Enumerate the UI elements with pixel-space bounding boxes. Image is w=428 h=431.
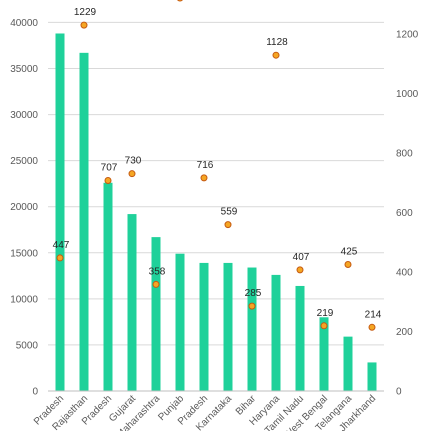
point [272,51,280,59]
point [152,280,160,288]
data-label: 358 [149,266,166,277]
y2-tick-label: 1200 [396,29,419,40]
y-tick-label: 30000 [10,110,38,121]
y-tick-label: 35000 [10,64,38,75]
points [56,0,376,331]
data-label: 219 [317,308,334,319]
bar [367,362,377,391]
data-label: 559 [221,207,238,218]
bar [319,317,329,391]
point [200,174,208,182]
y-tick-label: 20000 [10,202,38,213]
data-label: 425 [341,246,358,257]
bar [247,267,257,391]
y-tick-label: 0 [32,387,38,398]
bar [223,262,233,391]
data-label: 1128 [266,37,288,48]
point [224,221,232,229]
bar [175,253,185,391]
y-tick-label: 5000 [16,340,39,351]
y2-tick-label: 200 [396,327,413,338]
labels: 447 1229 707 730 358 716 559 285 1128 407 219 425 21… [53,7,382,320]
bar [79,52,89,391]
y-tick-label: 25000 [10,156,38,167]
bar [271,274,281,391]
y-tick-label: 10000 [10,294,38,305]
bars [55,33,377,391]
data-label: 447 [53,240,70,251]
point [248,302,256,310]
y2-tick-label: 800 [396,148,413,159]
bar [127,214,137,391]
bar [103,182,113,391]
gridlines [48,21,384,346]
point [296,266,304,274]
data-label: 407 [293,252,310,263]
y-tick-label: 40000 [10,18,38,29]
bar [343,336,353,391]
data-label: 214 [365,309,382,320]
point [56,254,64,262]
y2-tick-label: 600 [396,208,413,219]
data-label: 730 [125,156,142,167]
bar [151,237,161,391]
point [320,322,328,330]
y2-tick-label: 400 [396,267,413,278]
y2-tick-label: 0 [396,387,402,398]
point [177,0,183,2]
point [344,260,352,268]
point [80,21,88,29]
data-label: 285 [245,288,262,299]
point [104,177,112,185]
bar [55,33,65,391]
point [368,323,376,331]
axes: 0500010000150002000025000300003500040000… [10,18,418,431]
data-label: 707 [101,163,118,174]
y2-tick-label: 1000 [396,89,419,100]
point [128,170,136,178]
data-label: 1229 [74,7,97,18]
bar [295,285,305,391]
y-tick-label: 15000 [10,248,38,259]
data-label: 716 [197,160,214,171]
bar [199,262,209,391]
